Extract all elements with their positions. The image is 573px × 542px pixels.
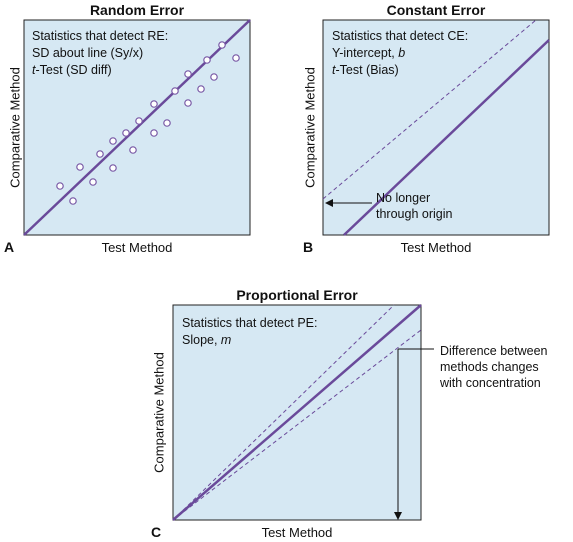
- panel-c-stats-line-1: Statistics that detect PE:: [182, 316, 318, 330]
- scatter-point: [122, 129, 130, 137]
- panel-a-t-rest: -Test (SD diff): [35, 63, 112, 77]
- scatter-point: [150, 100, 158, 108]
- panel-a-stats-line-3: t-Test (SD diff): [32, 62, 168, 79]
- panel-a-xlabel: Test Method: [101, 240, 173, 255]
- panel-c-annotation-line-1: Difference between: [440, 344, 548, 358]
- scatter-point: [203, 56, 211, 64]
- panel-b-annotation: No longer through origin: [376, 190, 452, 222]
- panel-c-ylabel: Comparative Method: [151, 352, 167, 473]
- scatter-point: [184, 99, 192, 107]
- panel-b-stats: Statistics that detect CE: Y-intercept, …: [332, 28, 468, 79]
- panel-c-annotation-line-3: with concentration: [440, 376, 541, 390]
- panel-b-ylabel: Comparative Method: [302, 67, 318, 188]
- panel-a-t-italic: t: [32, 63, 36, 77]
- panel-c-dashed-upper-line: [172, 304, 395, 521]
- panel-b-plot: [322, 19, 550, 236]
- panel-b-offset-line: [343, 39, 550, 236]
- scatter-point: [109, 137, 117, 145]
- panel-b-stats-line-2: Y-intercept, b: [332, 45, 468, 62]
- scatter-point: [163, 119, 171, 127]
- scatter-point: [210, 73, 218, 81]
- panel-c-dashed-lower-line: [172, 329, 422, 521]
- panel-a-stats: Statistics that detect RE: SD about line…: [32, 28, 168, 79]
- scatter-point: [184, 70, 192, 78]
- panel-a-identity-line: [23, 19, 251, 236]
- scatter-point: [109, 164, 117, 172]
- scatter-point: [135, 117, 143, 125]
- panel-b-title: Constant Error: [386, 2, 486, 18]
- panel-b-yint-plain: Y-intercept,: [332, 46, 399, 60]
- panel-b-t-rest: -Test (Bias): [335, 63, 399, 77]
- panel-a-plot: [23, 19, 251, 236]
- scatter-point: [56, 182, 64, 190]
- scatter-point: [129, 146, 137, 154]
- panel-a-stats-line-2: SD about line (Sy/x): [32, 46, 144, 60]
- panel-a-stats-line-1: Statistics that detect RE:: [32, 29, 169, 43]
- scatter-point: [150, 129, 158, 137]
- panel-a-title: Random Error: [89, 2, 185, 18]
- panel-b-t-italic: t: [332, 63, 336, 77]
- panel-b-yint-italic: b: [398, 46, 406, 60]
- scatter-point: [218, 41, 226, 49]
- panel-a-letter: A: [4, 239, 15, 255]
- panel-c-slope-italic: m: [220, 333, 232, 347]
- panel-b-dashed-ideal-line: [322, 19, 537, 200]
- panel-c-title: Proportional Error: [236, 287, 358, 303]
- scatter-point: [76, 163, 84, 171]
- panel-b-xlabel: Test Method: [400, 240, 472, 255]
- scatter-point: [89, 178, 97, 186]
- panel-b-stats-line-1: Statistics that detect CE:: [332, 29, 469, 43]
- scatter-point: [171, 87, 179, 95]
- panel-c-stats: Statistics that detect PE: Slope, m: [182, 315, 317, 349]
- scatter-point: [232, 54, 240, 62]
- scatter-point: [69, 197, 77, 205]
- panel-c-letter: C: [151, 524, 162, 540]
- panel-b-annotation-line-1: No longer: [376, 191, 431, 205]
- panel-c-stats-line-2: Slope, m: [182, 332, 317, 349]
- panel-b-annotation-line-2: through origin: [376, 207, 453, 221]
- panel-b-stats-line-3: t-Test (Bias): [332, 62, 468, 79]
- panel-c-identity-line: [172, 304, 422, 521]
- panel-b-letter: B: [303, 239, 314, 255]
- panel-c-annotation-line-2: methods changes: [440, 360, 539, 374]
- panel-c-annotation: Difference between methods changes with …: [440, 343, 547, 391]
- panel-c-plot: [172, 304, 434, 521]
- panel-a-ylabel: Comparative Method: [7, 67, 23, 188]
- panel-a-scatter-points: [56, 41, 240, 205]
- panel-c-xlabel: Test Method: [261, 525, 333, 540]
- panel-b-frame: [322, 19, 550, 236]
- scatter-point: [96, 150, 104, 158]
- panel-c-slope-plain: Slope,: [182, 333, 221, 347]
- scatter-point: [197, 85, 205, 93]
